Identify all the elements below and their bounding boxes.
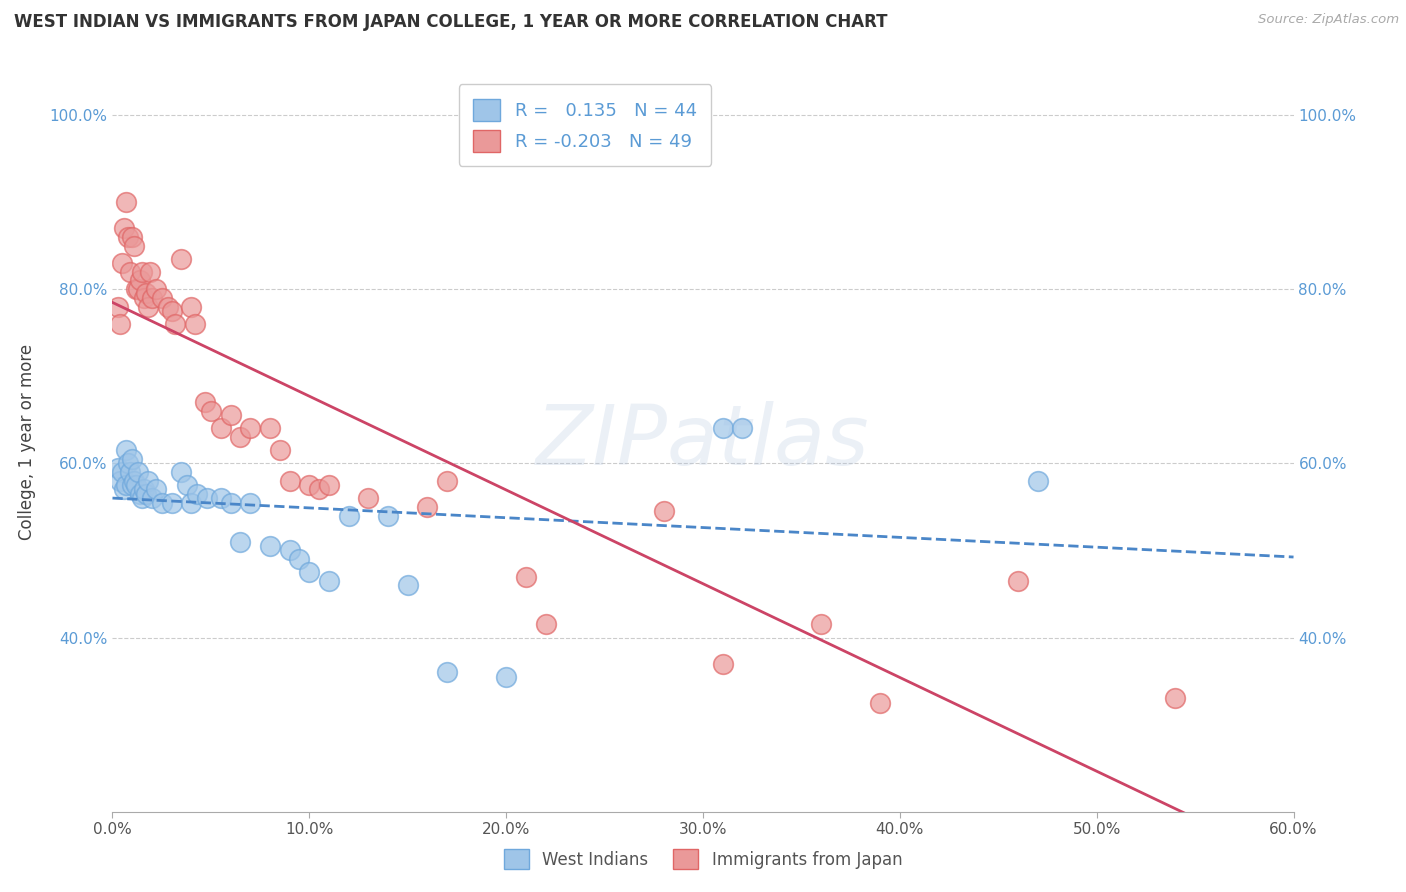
Text: ZIPatlas: ZIPatlas xyxy=(536,401,870,482)
Point xyxy=(111,465,134,479)
Point xyxy=(122,474,145,488)
Point xyxy=(132,291,155,305)
Point xyxy=(318,478,340,492)
Point xyxy=(117,230,139,244)
Point xyxy=(869,696,891,710)
Point xyxy=(136,474,159,488)
Point xyxy=(180,495,202,509)
Point xyxy=(396,578,419,592)
Point xyxy=(150,291,173,305)
Point xyxy=(135,286,157,301)
Point xyxy=(112,221,135,235)
Point xyxy=(170,252,193,266)
Point xyxy=(107,460,129,475)
Point xyxy=(121,452,143,467)
Point xyxy=(377,508,399,523)
Y-axis label: College, 1 year or more: College, 1 year or more xyxy=(18,343,35,540)
Point xyxy=(125,282,148,296)
Point xyxy=(129,273,152,287)
Point xyxy=(150,495,173,509)
Point xyxy=(127,282,149,296)
Point xyxy=(141,491,163,505)
Point xyxy=(652,504,675,518)
Point xyxy=(219,409,242,423)
Point xyxy=(141,291,163,305)
Point xyxy=(1026,474,1049,488)
Point xyxy=(132,483,155,497)
Point xyxy=(120,265,142,279)
Point xyxy=(117,456,139,470)
Point xyxy=(120,465,142,479)
Point xyxy=(337,508,360,523)
Point xyxy=(436,665,458,680)
Point xyxy=(121,230,143,244)
Point xyxy=(194,395,217,409)
Point xyxy=(186,487,208,501)
Point xyxy=(127,465,149,479)
Point xyxy=(239,421,262,435)
Point xyxy=(122,238,145,252)
Point xyxy=(534,617,557,632)
Text: WEST INDIAN VS IMMIGRANTS FROM JAPAN COLLEGE, 1 YEAR OR MORE CORRELATION CHART: WEST INDIAN VS IMMIGRANTS FROM JAPAN COL… xyxy=(14,13,887,31)
Point xyxy=(219,495,242,509)
Point xyxy=(115,443,138,458)
Point xyxy=(298,565,321,579)
Point xyxy=(515,569,537,583)
Point xyxy=(125,478,148,492)
Point xyxy=(436,474,458,488)
Legend: R =   0.135   N = 44, R = -0.203   N = 49: R = 0.135 N = 44, R = -0.203 N = 49 xyxy=(458,84,711,166)
Point xyxy=(308,483,330,497)
Point xyxy=(139,265,162,279)
Point xyxy=(209,491,232,505)
Point xyxy=(145,282,167,296)
Point xyxy=(810,617,832,632)
Point xyxy=(176,478,198,492)
Point xyxy=(239,495,262,509)
Point xyxy=(318,574,340,588)
Point xyxy=(711,657,734,671)
Point xyxy=(112,483,135,497)
Point xyxy=(136,300,159,314)
Point xyxy=(121,478,143,492)
Point xyxy=(711,421,734,435)
Point xyxy=(269,443,291,458)
Legend: West Indians, Immigrants from Japan: West Indians, Immigrants from Japan xyxy=(494,838,912,880)
Point xyxy=(135,487,157,501)
Point xyxy=(1007,574,1029,588)
Point xyxy=(115,194,138,209)
Point xyxy=(298,478,321,492)
Point xyxy=(731,421,754,435)
Point xyxy=(278,474,301,488)
Point xyxy=(115,478,138,492)
Point xyxy=(259,539,281,553)
Point xyxy=(259,421,281,435)
Point xyxy=(111,256,134,270)
Point xyxy=(110,474,132,488)
Point xyxy=(195,491,218,505)
Point xyxy=(495,670,517,684)
Point xyxy=(184,317,207,331)
Point xyxy=(416,500,439,514)
Point xyxy=(145,483,167,497)
Point xyxy=(288,552,311,566)
Point xyxy=(1164,691,1187,706)
Point xyxy=(200,404,222,418)
Point xyxy=(129,487,152,501)
Text: Source: ZipAtlas.com: Source: ZipAtlas.com xyxy=(1258,13,1399,27)
Point xyxy=(107,300,129,314)
Point xyxy=(131,265,153,279)
Point xyxy=(229,534,252,549)
Point xyxy=(110,317,132,331)
Point xyxy=(131,491,153,505)
Point xyxy=(160,495,183,509)
Point xyxy=(180,300,202,314)
Point xyxy=(170,465,193,479)
Point xyxy=(357,491,380,505)
Point xyxy=(209,421,232,435)
Point xyxy=(278,543,301,558)
Point xyxy=(160,304,183,318)
Point xyxy=(165,317,187,331)
Point xyxy=(229,430,252,444)
Point xyxy=(156,300,179,314)
